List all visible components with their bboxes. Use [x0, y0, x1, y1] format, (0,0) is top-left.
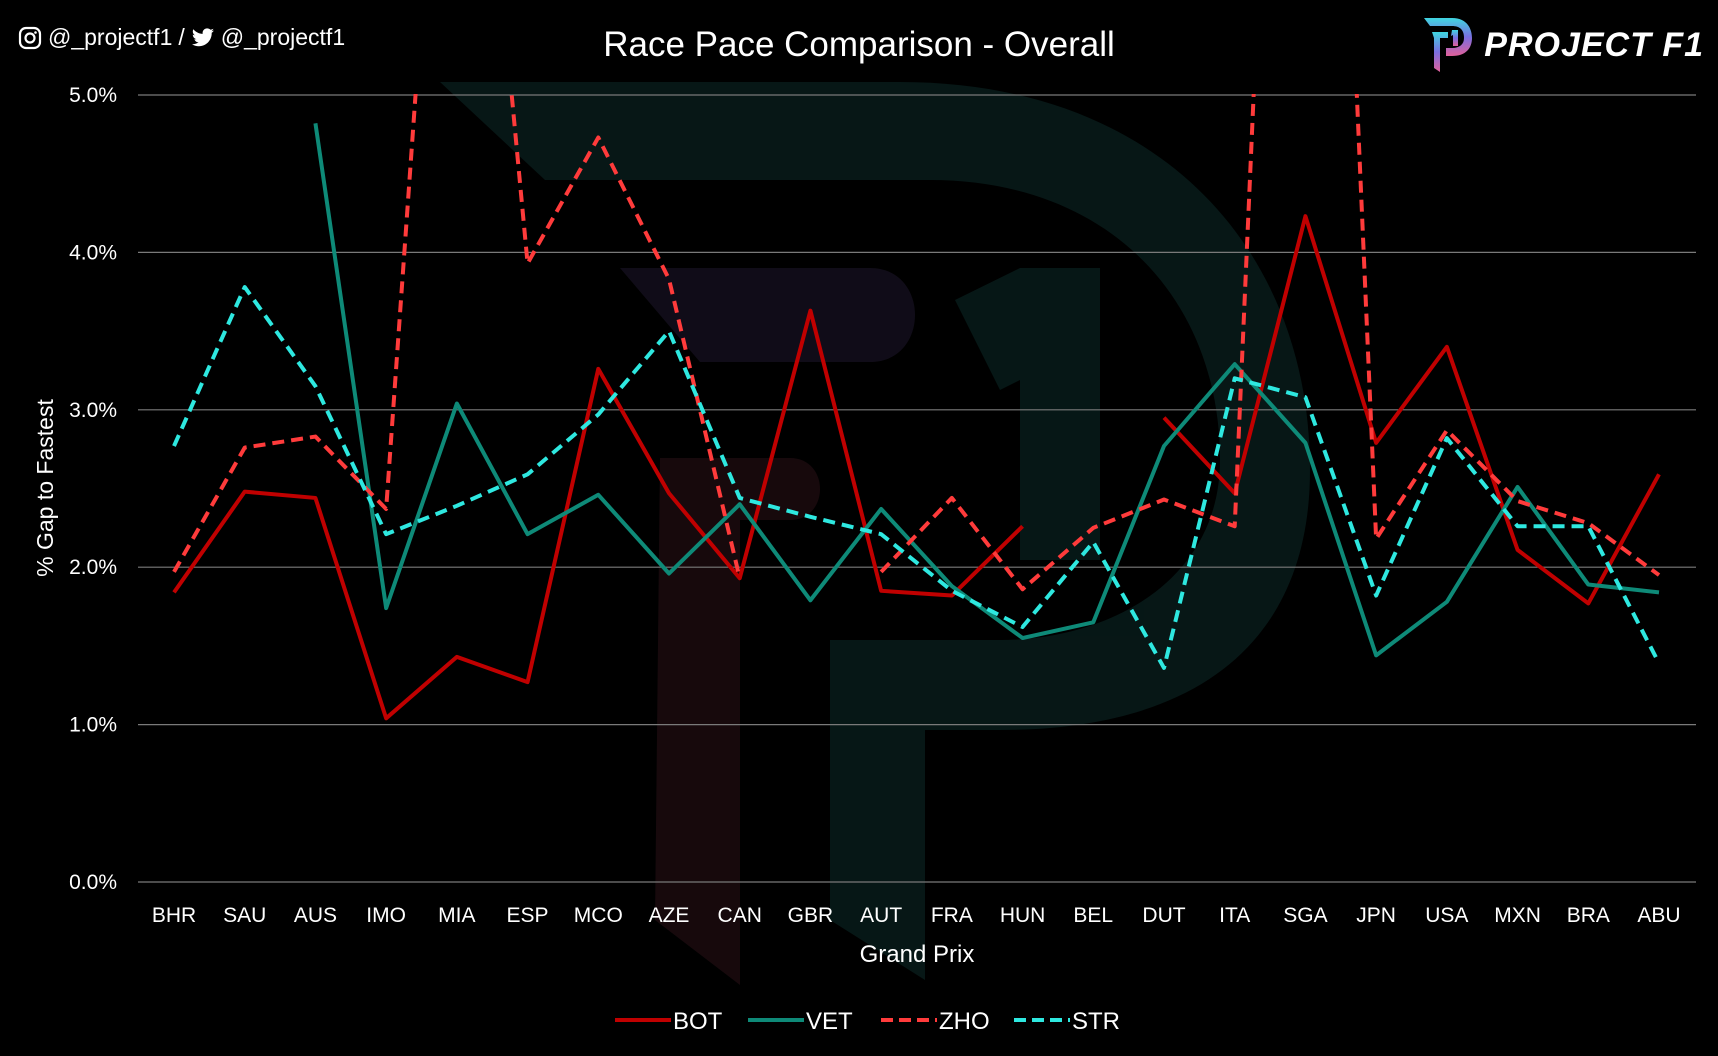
- twitter-handle: @_projectf1: [220, 24, 346, 50]
- legend: BOT VET ZHO STR: [615, 1008, 1120, 1035]
- x-tick-label: ITA: [1219, 904, 1250, 927]
- x-tick-label: BRA: [1567, 904, 1610, 927]
- y-tick-label: 4.0%: [69, 241, 117, 264]
- legend-label: STR: [1072, 1008, 1120, 1035]
- x-tick-label: ABU: [1637, 904, 1680, 927]
- x-tick-label: ESP: [507, 904, 549, 927]
- x-tick-label: CAN: [718, 904, 762, 927]
- series-zho: [172, 94, 1661, 592]
- x-tick-label: BEL: [1073, 904, 1113, 927]
- series-line-bot: [1162, 214, 1661, 606]
- series-line-bot: [172, 308, 1024, 721]
- x-tick-label: FRA: [931, 904, 973, 927]
- series-line-str: [172, 285, 1661, 670]
- x-tick-label: DUT: [1142, 904, 1185, 927]
- x-tick-label: GBR: [788, 904, 834, 927]
- x-tick-label: BHR: [152, 904, 196, 927]
- x-axis-label: Grand Prix: [860, 941, 975, 968]
- y-tick-label: 5.0%: [69, 84, 117, 107]
- x-tick-label: AUT: [860, 904, 902, 927]
- chart-title: Race Pace Comparison - Overall: [603, 25, 1115, 64]
- x-tick-label: SAU: [223, 904, 266, 927]
- instagram-icon: [18, 26, 42, 49]
- x-tick-labels: BHR SAU AUS IMO MIA ESP MCO AZE CAN GBR AUT FRA HUN B…: [152, 904, 1681, 927]
- x-tick-label: MCO: [574, 904, 623, 927]
- x-tick-label: MXN: [1494, 904, 1541, 927]
- series-str: [172, 285, 1661, 670]
- y-tick-label: 0.0%: [69, 871, 117, 894]
- series-bot: [172, 214, 1661, 721]
- instagram-handle: @_projectf1: [48, 24, 173, 50]
- legend-label: VET: [806, 1008, 853, 1035]
- series-vet: [313, 123, 1660, 658]
- x-tick-label: HUN: [1000, 904, 1046, 927]
- logo-text: PROJECT F1: [1484, 25, 1704, 64]
- x-tick-label: MIA: [438, 904, 475, 927]
- x-tick-label: SGA: [1283, 904, 1327, 927]
- project-f1-logo: PROJECT F1: [1422, 16, 1704, 74]
- series-line-zho: [879, 94, 1661, 592]
- watermark-logo: [440, 82, 1310, 985]
- y-tick-labels: 0.0% 1.0% 2.0% 3.0% 4.0% 5.0%: [69, 84, 117, 894]
- x-tick-label: AZE: [649, 904, 690, 927]
- pf1-logo-icon: [1424, 18, 1473, 72]
- gridlines: [138, 94, 1696, 883]
- legend-label: ZHO: [939, 1008, 990, 1035]
- legend-label: BOT: [673, 1008, 723, 1035]
- x-tick-label: AUS: [294, 904, 337, 927]
- x-tick-label: JPN: [1356, 904, 1396, 927]
- x-tick-label: USA: [1425, 904, 1468, 927]
- y-tick-label: 2.0%: [69, 556, 117, 579]
- y-axis-label: % Gap to Fastest: [32, 399, 58, 577]
- series-line-vet: [313, 123, 1660, 658]
- separator: /: [178, 24, 185, 50]
- y-tick-label: 1.0%: [69, 714, 117, 737]
- social-handles: @_projectf1 / @_projectf1: [18, 24, 345, 51]
- series-line-zho: [172, 94, 742, 579]
- x-tick-label: IMO: [366, 904, 406, 927]
- twitter-icon: [191, 27, 214, 46]
- series-lines: [172, 94, 1661, 721]
- y-tick-label: 3.0%: [69, 399, 117, 422]
